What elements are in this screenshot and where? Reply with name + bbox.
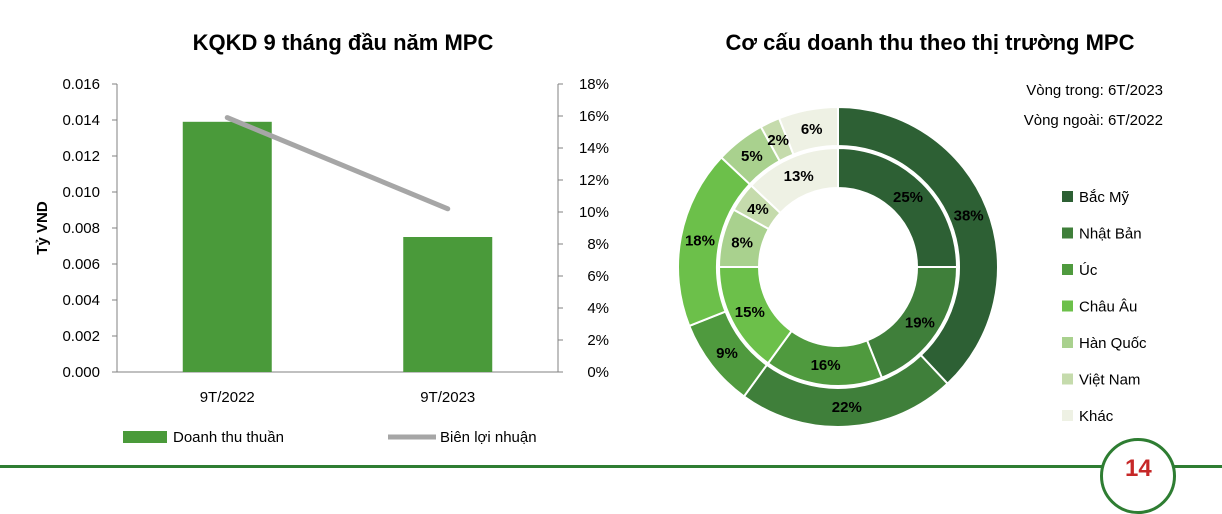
legend-label: Nhật Bản	[1079, 226, 1142, 243]
outer-label: 9%	[716, 345, 738, 362]
left-tick-label: 0.010	[62, 184, 100, 201]
outer-label: 38%	[954, 207, 984, 224]
legend-swatch	[1062, 337, 1073, 348]
legend-label: Châu Âu	[1079, 299, 1137, 316]
legend-label: Úc	[1079, 262, 1098, 279]
left-tick-label: 0.000	[62, 364, 100, 381]
inner-label: 25%	[893, 189, 923, 206]
donut-rings	[677, 105, 999, 428]
left-tick-label: 0.004	[62, 292, 100, 309]
right-tick-label: 8%	[587, 236, 609, 253]
legend-swatch	[1062, 300, 1073, 312]
inner-label: 4%	[747, 201, 769, 218]
inner-label: 13%	[784, 168, 814, 185]
bar-series	[182, 121, 493, 372]
bottom-rule	[0, 465, 1222, 468]
outer-label: 6%	[801, 121, 823, 138]
inner-label: 8%	[731, 234, 753, 251]
chart-canvas: KQKD 9 tháng đầu năm MPC Tỷ VND 0.0000.0…	[34, 30, 1163, 446]
inner-label: 19%	[905, 315, 935, 332]
right-tick-label: 10%	[579, 204, 609, 221]
legend-label: Khác	[1079, 408, 1114, 425]
left-tick-label: 0.014	[62, 112, 100, 129]
bar-9T/2023	[403, 237, 493, 372]
bar-9T/2022	[182, 121, 272, 372]
legend-label-revenue: Doanh thu thuần	[173, 429, 284, 446]
inner-label: 15%	[735, 304, 765, 321]
y-axis-label: Tỷ VND	[34, 201, 51, 255]
x-tick-label: 9T/2022	[200, 389, 255, 406]
margin-line	[224, 115, 451, 212]
bar-line-chart: KQKD 9 tháng đầu năm MPC Tỷ VND 0.0000.0…	[34, 30, 609, 446]
outer-label: 5%	[741, 148, 763, 165]
left-tick-label: 0.002	[62, 328, 100, 345]
outer-ring-note: Vòng ngoài: 6T/2022	[1024, 112, 1163, 129]
legend-swatch-revenue	[123, 431, 167, 443]
outer-label: 2%	[767, 132, 789, 149]
right-tick-label: 14%	[579, 140, 609, 157]
legend-swatch	[1062, 227, 1073, 239]
legend-swatch	[1062, 373, 1073, 385]
left-tick-label: 0.012	[62, 148, 100, 165]
right-tick-label: 2%	[587, 332, 609, 349]
outer-label: 22%	[832, 399, 862, 416]
donut-chart-title: Cơ cấu doanh thu theo thị trường MPC	[726, 30, 1135, 55]
right-tick-label: 12%	[579, 172, 609, 189]
legend-label: Hàn Quốc	[1079, 335, 1147, 352]
right-tick-label: 18%	[579, 76, 609, 93]
legend-label: Bắc Mỹ	[1079, 189, 1130, 206]
page-number: 14	[1125, 455, 1152, 482]
left-tick-label: 0.006	[62, 256, 100, 273]
right-tick-label: 16%	[579, 108, 609, 125]
inner-label: 16%	[811, 357, 841, 374]
left-tick-label: 0.008	[62, 220, 100, 237]
inner-slice-Khác	[749, 146, 839, 215]
legend-label: Việt Nam	[1079, 372, 1140, 389]
bar-chart-title: KQKD 9 tháng đầu năm MPC	[193, 30, 494, 55]
donut-chart: Cơ cấu doanh thu theo thị trường MPC Vòn…	[677, 30, 1163, 428]
bar-legend: Doanh thu thuần Biên lợi nhuận	[123, 429, 537, 446]
legend-swatch	[1062, 264, 1073, 275]
outer-slice-Khác	[777, 105, 839, 156]
legend-swatch	[1062, 410, 1073, 421]
legend-label-margin: Biên lợi nhuận	[440, 429, 537, 446]
outer-slice-Bắc Mỹ	[837, 105, 999, 386]
right-tick-label: 4%	[587, 300, 609, 317]
left-y-axis-ticks: 0.000 0.002 0.004 0.006 0.008 0.010 0.012 0.014…	[62, 76, 117, 381]
line-series	[224, 115, 451, 212]
right-tick-label: 0%	[587, 364, 609, 381]
donut-labels: 38% 22% 9% 18% 5%2% 6% 25% 19% 16% 15% 8% 4% 13%	[685, 121, 984, 416]
left-tick-label: 0.016	[62, 76, 100, 93]
x-axis-ticks: 9T/2022 9T/2023	[200, 389, 476, 406]
donut-legend: Bắc Mỹ Nhật Bản Úc Châu Âu Hàn Quốc Việt Nam K…	[1062, 189, 1147, 425]
right-y-axis-ticks: 0% 2% 4% 6% 8% 10% 12% 14% 16% 18%	[558, 76, 609, 381]
x-tick-label: 9T/2023	[420, 389, 475, 406]
inner-ring-note: Vòng trong: 6T/2023	[1026, 82, 1163, 99]
legend-swatch	[1062, 191, 1073, 202]
page-number-badge: 14	[1100, 438, 1176, 514]
outer-label: 18%	[685, 233, 715, 250]
right-tick-label: 6%	[587, 268, 609, 285]
